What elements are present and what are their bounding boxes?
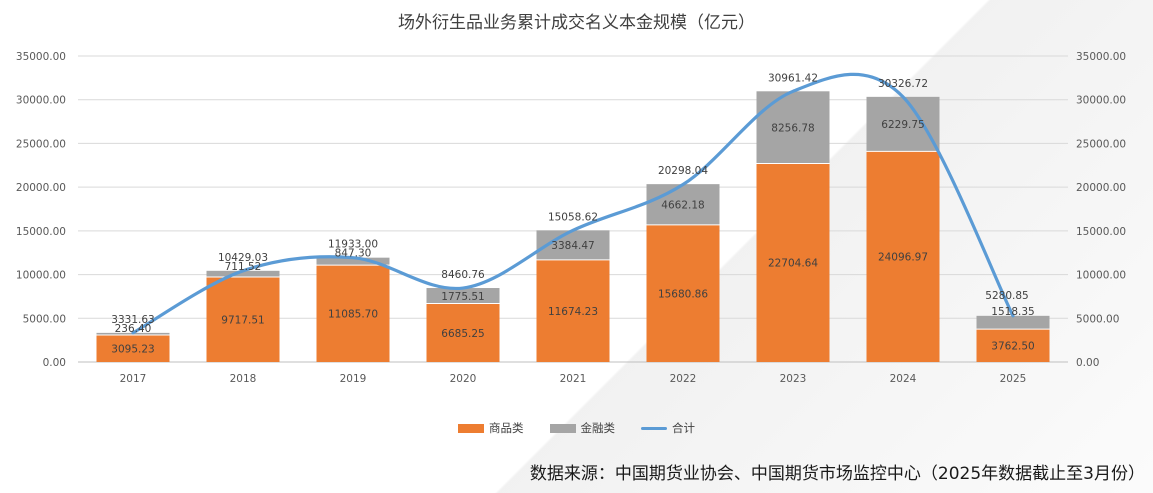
bar-financial [426, 288, 500, 304]
chart-title: 场外衍生品业务累计成交名义本金规模（亿元） [398, 13, 755, 33]
y-tick-label-left: 0.00 [43, 357, 66, 369]
y-tick-label-right: 10000.00 [1076, 270, 1126, 282]
x-tick-label: 2021 [560, 373, 587, 385]
bar-commodity [756, 163, 830, 362]
bar-financial [756, 91, 830, 164]
bar-commodity [316, 265, 390, 362]
data-label-commodity: 6685.25 [441, 328, 484, 340]
data-label-financial: 6229.75 [881, 119, 924, 131]
bar-commodity [976, 329, 1050, 362]
data-label-total: 11933.00 [328, 239, 378, 251]
bar-financial [976, 315, 1050, 330]
data-label-financial: 1775.51 [441, 291, 484, 303]
left-axis: 0.00 5000.00 10000.00 15000.00 20000.00 25000… [16, 51, 66, 369]
x-tick-label: 2020 [450, 373, 477, 385]
bar-commodity [866, 151, 940, 362]
data-label-total: 3331.63 [111, 314, 154, 326]
data-label-financial: 8256.78 [771, 122, 814, 134]
legend-item-financial: 金融类 [549, 420, 616, 436]
x-tick-label: 2024 [890, 373, 917, 385]
data-label-commodity: 3762.50 [991, 341, 1034, 353]
legend-label-financial: 金融类 [580, 421, 616, 435]
bar-financial [316, 257, 390, 266]
x-tick-label: 2022 [670, 373, 697, 385]
data-label-total: 30961.42 [768, 72, 818, 84]
legend-swatch-financial [549, 423, 576, 433]
bar-financial [866, 96, 940, 152]
right-axis: 0.00 5000.00 10000.00 15000.00 20000.00 25000… [1076, 51, 1126, 369]
data-label-commodity: 22704.64 [768, 258, 818, 270]
y-tick-label-right: 25000.00 [1076, 138, 1126, 150]
bar-financial [206, 270, 280, 278]
y-tick-label-right: 30000.00 [1076, 95, 1126, 107]
bar-commodity [426, 303, 500, 362]
data-label-commodity: 9717.51 [221, 315, 264, 327]
x-tick-label: 2018 [230, 373, 257, 385]
data-label-financial: 711.52 [225, 261, 262, 273]
x-axis: 2017 2018 2019 2020 2021 2022 2023 2024 2025 [120, 373, 1027, 385]
y-tick-label-left: 35000.00 [16, 51, 66, 63]
y-tick-label-right: 20000.00 [1076, 182, 1126, 194]
source-note: 数据来源：中国期货业协会、中国期货市场监控中心（2025年数据截止至3月份） [529, 464, 1145, 484]
x-tick-label: 2025 [1000, 373, 1027, 385]
y-tick-label-right: 35000.00 [1076, 51, 1126, 63]
data-label-financial: 3384.47 [551, 240, 594, 252]
y-tick-label-left: 20000.00 [16, 182, 66, 194]
y-tick-label-right: 0.00 [1076, 357, 1099, 369]
legend-label-commodity: 商品类 [489, 421, 524, 435]
data-label-financial: 236.40 [115, 323, 152, 335]
data-label-total: 30326.72 [878, 78, 928, 90]
data-label-commodity: 3095.23 [111, 343, 154, 355]
legend-swatch-commodity [458, 423, 484, 433]
bar-commodity [96, 334, 170, 362]
data-label-total: 15058.62 [548, 211, 598, 223]
data-labels: 3095.23 236.40 9717.51 711.52 11085.70 847.30… [111, 72, 1034, 355]
data-label-commodity: 24096.97 [878, 252, 928, 264]
bar-commodity [646, 224, 720, 362]
x-tick-label: 2017 [120, 373, 147, 385]
data-label-financial: 4662.18 [661, 200, 704, 212]
y-tick-label-left: 5000.00 [23, 313, 66, 325]
x-tick-label: 2023 [780, 373, 807, 385]
legend-swatch-total [641, 426, 667, 430]
legend-label-total: 合计 [672, 421, 695, 435]
data-label-total: 5280.85 [985, 290, 1028, 302]
y-tick-label-right: 15000.00 [1076, 226, 1126, 238]
total-line-group [131, 72, 1015, 335]
data-label-commodity: 11674.23 [548, 306, 598, 318]
x-tick-label: 2019 [340, 373, 367, 385]
data-label-financial: 847.30 [335, 248, 372, 260]
y-tick-label-left: 30000.00 [16, 95, 66, 107]
y-tick-label-left: 25000.00 [16, 138, 66, 150]
bars [96, 91, 1050, 362]
data-label-total: 20298.04 [658, 165, 708, 177]
data-label-commodity: 11085.70 [328, 309, 378, 321]
legend: 商品类 金融类 合计 [0, 420, 1153, 436]
legend-item-commodity: 商品类 [458, 420, 524, 436]
y-tick-label-left: 10000.00 [16, 270, 66, 282]
bar-commodity [206, 277, 280, 362]
bar-commodity [536, 259, 610, 362]
data-label-commodity: 15680.86 [658, 288, 708, 300]
total-line [131, 72, 1015, 335]
y-tick-label-right: 5000.00 [1076, 313, 1119, 325]
data-label-total: 10429.03 [218, 252, 268, 264]
bar-financial [646, 184, 720, 225]
legend-item-total: 合计 [641, 420, 695, 436]
data-label-total: 8460.76 [441, 269, 485, 281]
y-tick-label-left: 15000.00 [16, 226, 66, 238]
data-label-financial: 1518.35 [991, 306, 1034, 318]
